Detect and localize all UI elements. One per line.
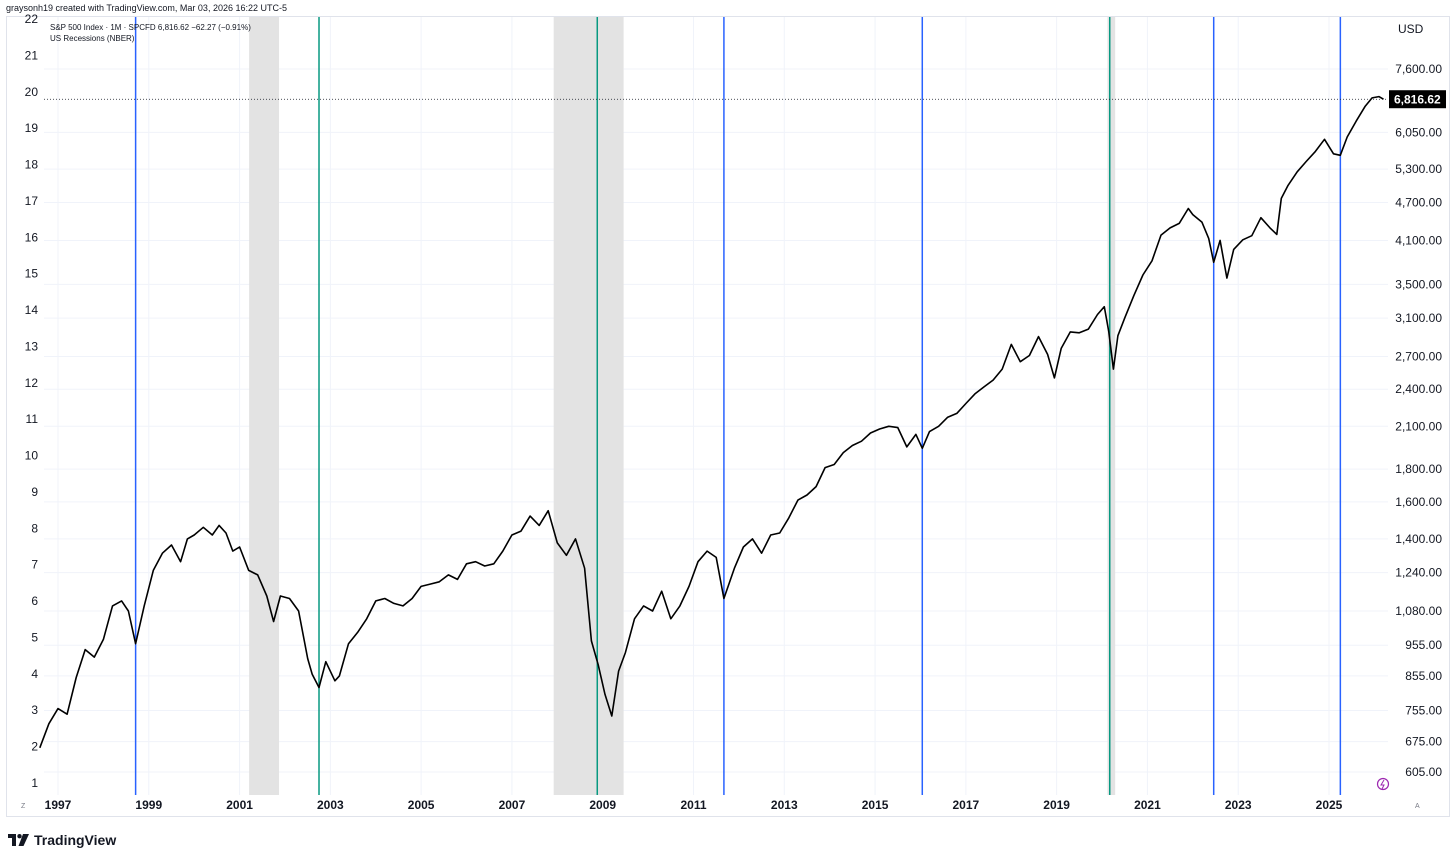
left-tick-label: 14	[25, 303, 39, 317]
year-tick-label: 2001	[226, 798, 253, 812]
left-tick-label: 5	[31, 630, 38, 644]
price-line-series	[39, 95, 1384, 749]
price-tick-label: 4,700.00	[1395, 196, 1442, 210]
left-tick-label: 1	[31, 776, 38, 790]
price-tick-label: 4,100.00	[1395, 233, 1442, 247]
year-tick-label: 2025	[1316, 798, 1343, 812]
price-tick-label: 955.00	[1405, 638, 1442, 652]
left-tick-label: 13	[25, 339, 39, 353]
price-tick-label: 1,240.00	[1395, 566, 1442, 580]
left-tick-label: 20	[25, 85, 39, 99]
year-tick-label: 2011	[680, 798, 706, 812]
year-tick-label: 2007	[499, 798, 526, 812]
left-tick-label: 6	[31, 594, 38, 608]
left-tick-label: 16	[25, 230, 39, 244]
currency-label[interactable]: USD	[1398, 22, 1424, 36]
last-price-label: 6,816.62	[1394, 93, 1441, 107]
price-tick-label: 5,300.00	[1395, 162, 1442, 176]
year-tick-label: 2005	[408, 798, 435, 812]
year-tick-label: 2023	[1225, 798, 1252, 812]
left-tick-label: 8	[31, 521, 38, 535]
chart-frame	[6, 16, 1450, 817]
price-tick-label: 605.00	[1405, 765, 1442, 779]
left-tick-label: 9	[31, 485, 38, 499]
tradingview-footer[interactable]: TradingView	[8, 829, 116, 851]
axis-corner-right-label[interactable]: A	[1415, 803, 1420, 810]
legend-recessions[interactable]: US Recessions (NBER)	[50, 34, 135, 43]
left-tick-label: 2	[31, 740, 38, 754]
last-price-badge	[1389, 90, 1446, 109]
price-tick-label: 7,600.00	[1395, 62, 1442, 76]
recession-bands	[249, 17, 1116, 795]
price-tick-label: 2,700.00	[1395, 349, 1442, 363]
left-tick-label: 18	[25, 158, 39, 172]
left-tick-label: 10	[25, 449, 39, 463]
price-tick-label: 1,800.00	[1395, 462, 1442, 476]
price-tick-label: 3,500.00	[1395, 277, 1442, 291]
price-tick-label: 855.00	[1405, 669, 1442, 683]
legend-series[interactable]: S&P 500 Index · 1M · SPCFD 6,816.62 −62.…	[50, 23, 251, 32]
price-tick-label: 3,100.00	[1395, 311, 1442, 325]
year-tick-label: 2021	[1134, 798, 1161, 812]
price-tick-label: 1,400.00	[1395, 532, 1442, 546]
recession-band	[1107, 17, 1116, 795]
price-tick-label: 6,050.00	[1395, 125, 1442, 139]
price-tick-label: 675.00	[1405, 735, 1442, 749]
left-tick-label: 7	[31, 558, 38, 572]
left-tick-label: 15	[25, 267, 39, 281]
recession-band	[553, 17, 624, 795]
year-tick-label: 2009	[589, 798, 616, 812]
price-tick-label: 2,100.00	[1395, 419, 1442, 433]
recession-band	[249, 17, 280, 795]
tradingview-logo-icon	[8, 834, 29, 846]
replay-icon[interactable]	[1376, 777, 1390, 791]
axis-corner-left-label[interactable]: Z	[21, 803, 26, 810]
year-tick-label: 1997	[45, 798, 72, 812]
tradingview-brand: TradingView	[34, 832, 117, 848]
left-tick-label: 3	[31, 703, 38, 717]
price-tick-label: 2,400.00	[1395, 382, 1442, 396]
left-tick-label: 22	[25, 12, 39, 26]
left-tick-label: 11	[26, 412, 39, 426]
left-tick-label: 17	[25, 194, 39, 208]
chart-credit: graysonh19 created with TradingView.com,…	[6, 3, 287, 13]
year-tick-label: 1999	[135, 798, 162, 812]
left-tick-label: 19	[25, 121, 39, 135]
left-tick-label: 4	[31, 667, 38, 681]
left-tick-label: 12	[25, 376, 39, 390]
price-tick-label: 755.00	[1405, 703, 1442, 717]
year-tick-label: 2019	[1043, 798, 1070, 812]
year-tick-label: 2013	[771, 798, 798, 812]
year-tick-label: 2015	[862, 798, 889, 812]
right-price-axis[interactable]: 7,600.00 6,050.00 5,300.00 4,700.00 4,100.00…	[1395, 62, 1442, 779]
year-tick-label: 2003	[317, 798, 344, 812]
time-axis[interactable]: 1997 1999 2001 2003 2005 2007 2009 2011 2013 2015…	[45, 798, 1343, 812]
grid-lines	[44, 17, 1388, 795]
left-tick-label: 21	[25, 48, 39, 62]
year-tick-label: 2017	[953, 798, 980, 812]
price-tick-label: 1,600.00	[1395, 495, 1442, 509]
price-tick-label: 1,080.00	[1395, 604, 1442, 618]
vertical-markers	[134, 17, 1342, 795]
